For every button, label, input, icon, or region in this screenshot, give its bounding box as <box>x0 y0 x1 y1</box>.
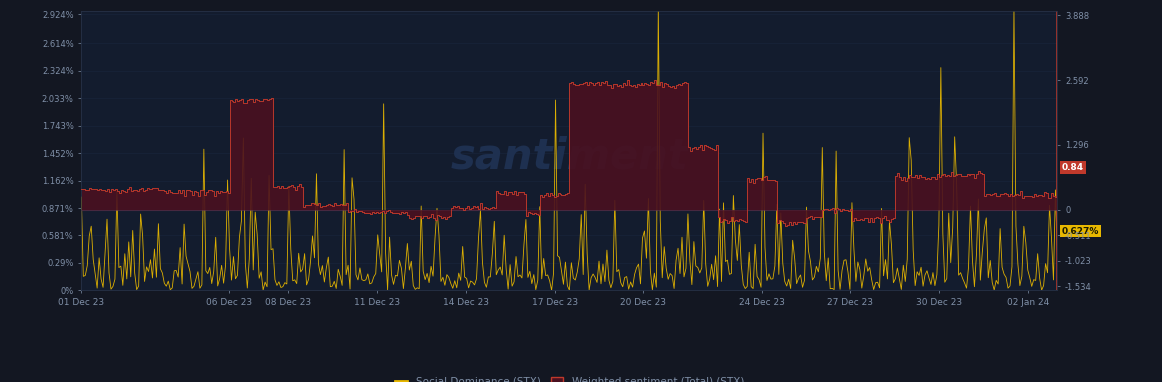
Legend: Social Dominance (STX), Weighted sentiment (Total) (STX): Social Dominance (STX), Weighted sentime… <box>390 373 748 382</box>
Text: 0.84: 0.84 <box>1062 163 1084 172</box>
Text: 0.627%: 0.627% <box>1062 227 1099 236</box>
Text: santiment: santiment <box>451 136 688 178</box>
